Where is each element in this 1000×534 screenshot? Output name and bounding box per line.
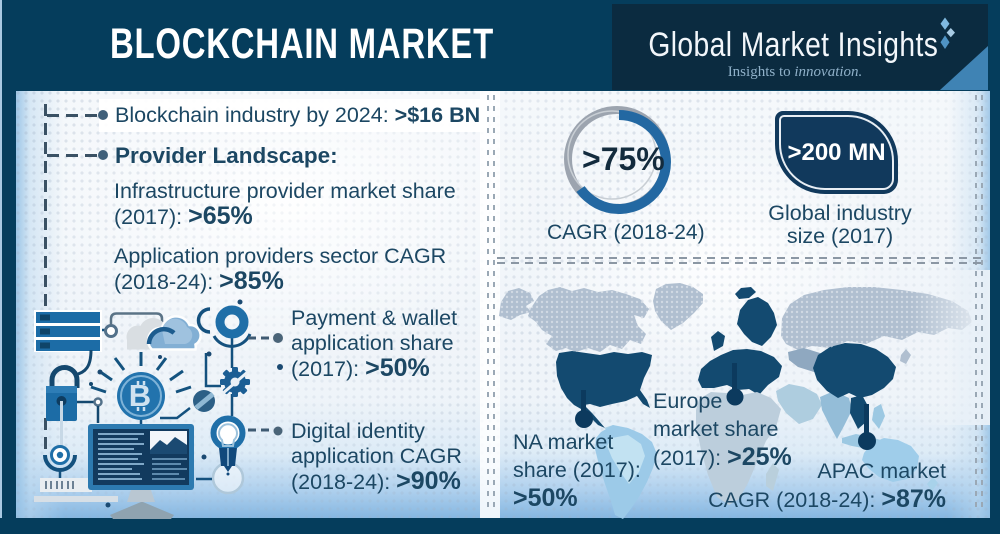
- svg-text:B: B: [129, 378, 151, 413]
